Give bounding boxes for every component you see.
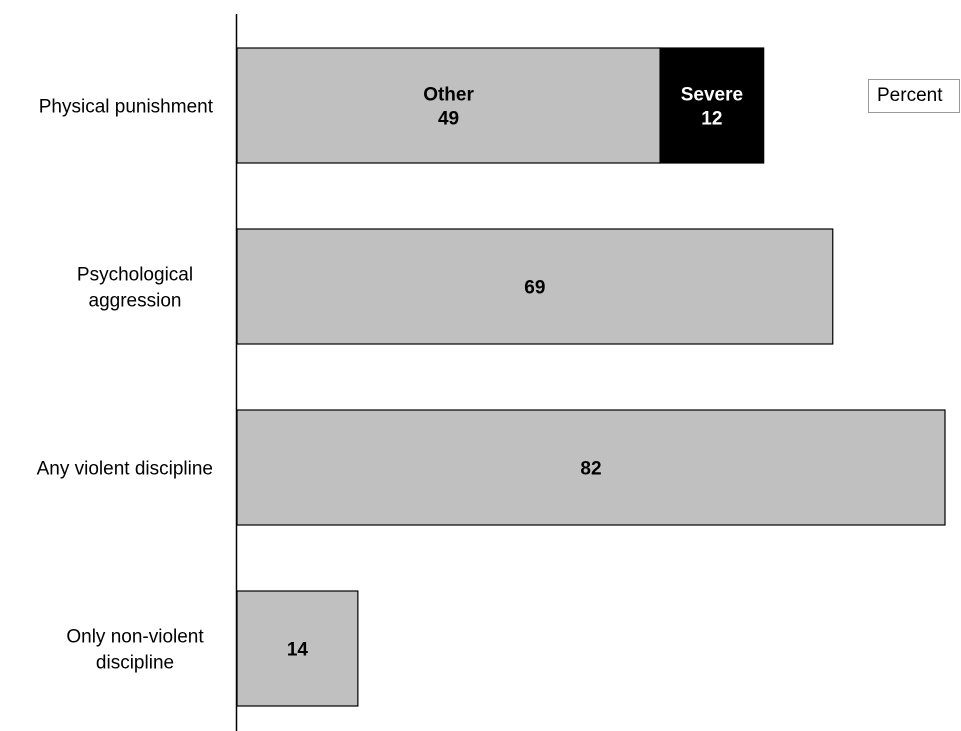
data-label: 49 — [438, 109, 459, 130]
bar-other-3 — [236, 590, 359, 707]
category-label: discipline — [96, 653, 174, 674]
category-label: Psychological — [77, 265, 193, 286]
bar-other-1 — [236, 228, 834, 345]
bar-severe-0 — [659, 47, 765, 164]
category-label: Only non-violent — [66, 627, 204, 648]
bar-other-0 — [236, 47, 661, 164]
category-labels-group: Physical punishment Psychological aggressi… — [37, 97, 214, 674]
data-label: 69 — [524, 278, 545, 299]
data-label: Other — [423, 85, 474, 106]
data-label: 14 — [287, 640, 309, 661]
category-label: Physical punishment — [39, 97, 214, 118]
bars-group: Other 49 Severe 12 69 82 14 — [236, 47, 946, 707]
data-label: 12 — [701, 109, 722, 130]
category-label: Any violent discipline — [37, 459, 213, 480]
percent-legend: Percent — [868, 79, 960, 113]
category-label: aggression — [89, 291, 182, 312]
data-label: Severe — [681, 85, 743, 106]
bar-other-2 — [236, 409, 946, 526]
data-label: 82 — [580, 459, 601, 480]
